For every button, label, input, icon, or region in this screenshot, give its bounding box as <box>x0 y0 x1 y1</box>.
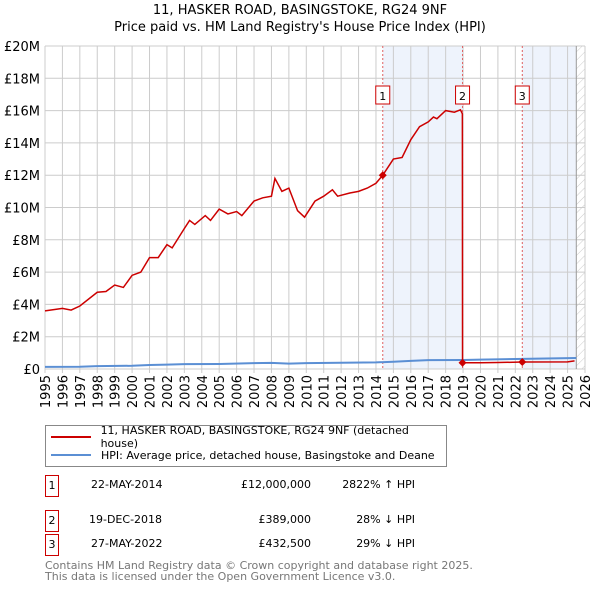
footer-licence: This data is licensed under the Open Gov… <box>45 570 396 583</box>
sale-row: 1 22-MAY-2014 £12,000,000 2822% ↑ HPI <box>45 475 445 497</box>
sale-marker-label: 1 <box>379 90 386 103</box>
sale-marker: 3 <box>45 534 59 556</box>
legend-property-swatch <box>51 436 91 438</box>
sale-hpi: 28% ↓ HPI <box>356 513 415 526</box>
y-tick-label: £4M <box>12 298 40 313</box>
x-tick-label: 1995 <box>39 375 54 408</box>
y-tick-label: £6M <box>12 266 40 281</box>
sale-point <box>518 358 527 367</box>
x-tick-label: 1998 <box>91 375 106 408</box>
legend: 11, HASKER ROAD, BASINGSTOKE, RG24 9NF (… <box>45 424 447 467</box>
x-tick-label: 2017 <box>422 375 437 408</box>
x-tick-label: 1997 <box>74 375 89 408</box>
x-tick-label: 2007 <box>248 375 263 408</box>
y-tick-label: £12M <box>4 169 40 184</box>
chart-title: 11, HASKER ROAD, BASINGSTOKE, RG24 9NF <box>152 3 448 18</box>
x-tick-label: 2015 <box>387 375 402 408</box>
x-tick-label: 2022 <box>509 375 524 408</box>
footer: Contains HM Land Registry data © Crown c… <box>45 560 473 582</box>
x-tick-label: 2019 <box>457 375 472 408</box>
sale-price: £389,000 <box>258 513 312 526</box>
x-tick-label: 2024 <box>544 375 559 408</box>
legend-hpi-label: HPI: Average price, detached house, Basi… <box>101 448 435 462</box>
property-price-line <box>44 108 575 364</box>
x-tick-label: 2009 <box>283 375 298 408</box>
sale-marker-label: 3 <box>519 90 526 103</box>
x-tick-label: 2025 <box>562 375 577 408</box>
x-tick-label: 2014 <box>370 375 385 408</box>
hpi-line <box>44 357 577 368</box>
x-tick-label: 2004 <box>196 375 211 408</box>
sale-hpi: 29% ↓ HPI <box>356 537 415 550</box>
x-tick-label: 2020 <box>474 375 489 408</box>
y-tick-label: £2M <box>12 331 40 346</box>
y-tick-label: £0 <box>23 363 40 378</box>
x-tick-label: 2005 <box>213 375 228 408</box>
y-tick-label: £18M <box>4 72 40 87</box>
x-tick-label: 2011 <box>318 375 333 408</box>
legend-property-label: 11, HASKER ROAD, BASINGSTOKE, RG24 9NF (… <box>100 424 409 450</box>
sale-marker-box <box>455 85 471 105</box>
x-tick-label: 2023 <box>527 375 542 408</box>
y-tick-label: £20M <box>4 40 40 55</box>
sale-marker-box <box>375 85 391 105</box>
sale-row: 3 27-MAY-2022 £432,500 29% ↓ HPI <box>45 534 445 556</box>
sale-marker: 1 <box>45 475 59 497</box>
x-tick-label: 2010 <box>300 375 315 408</box>
sale-date: 22-MAY-2014 <box>91 478 163 491</box>
x-tick-label: 1999 <box>109 375 124 408</box>
sale-date: 19-DEC-2018 <box>89 513 163 526</box>
sale-date: 27-MAY-2022 <box>91 537 163 550</box>
x-tick-label: 2003 <box>178 375 193 408</box>
x-tick-label: 2016 <box>405 375 420 408</box>
y-tick-label: £10M <box>4 202 40 217</box>
sale-marker-label: 2 <box>459 90 466 103</box>
sale-hpi: 2822% ↑ HPI <box>342 478 415 491</box>
chart-subtitle: Price paid vs. HM Land Registry's House … <box>114 20 486 35</box>
x-tick-label: 2002 <box>161 375 176 408</box>
x-tick-label: 2000 <box>126 375 141 408</box>
x-tick-label: 2026 <box>579 375 594 408</box>
x-tick-label: 2013 <box>353 375 368 408</box>
sale-row: 2 19-DEC-2018 £389,000 28% ↓ HPI <box>45 510 445 532</box>
sale-marker: 2 <box>45 510 59 532</box>
x-tick-label: 2006 <box>231 375 246 408</box>
y-tick-label: £14M <box>4 137 40 152</box>
y-tick-label: £8M <box>12 234 40 249</box>
y-tick-label: £16M <box>4 105 40 120</box>
sale-marker-box <box>514 85 530 105</box>
x-tick-label: 2001 <box>144 375 159 408</box>
x-tick-label: 2021 <box>492 375 507 408</box>
sale-price: £12,000,000 <box>241 478 311 491</box>
x-tick-label: 2008 <box>265 375 280 408</box>
x-tick-label: 2018 <box>440 375 455 408</box>
sale-price: £432,500 <box>258 537 312 550</box>
sale-point <box>378 171 387 180</box>
x-tick-label: 2012 <box>335 375 350 408</box>
legend-hpi-swatch <box>51 454 91 456</box>
sale-point <box>458 358 467 367</box>
price-chart: £0 £2M £4M £6M £8M £10M £12M £14M £16M £18M £20M 19… <box>4 40 594 408</box>
footer-copyright: Contains HM Land Registry data © Crown c… <box>45 559 473 572</box>
x-tick-label: 1996 <box>56 375 71 408</box>
